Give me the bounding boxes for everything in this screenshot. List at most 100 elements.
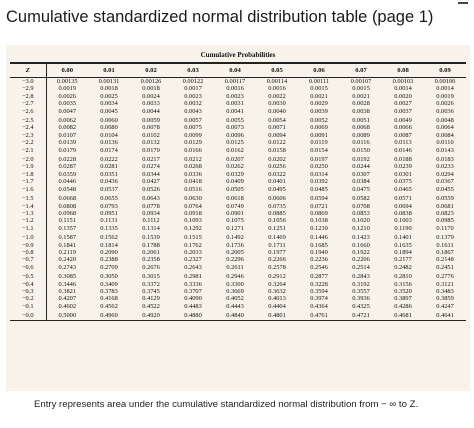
probability-cell: 0.1492 [226, 234, 244, 242]
probability-cell: 0.2743 [58, 263, 77, 271]
probability-cell: 0.0336 [184, 170, 202, 178]
probability-cell: 0.0154 [310, 146, 328, 154]
probability-cell: 0.0080 [100, 124, 118, 132]
probability-cell: 0.0030 [268, 100, 286, 108]
probability-cell: 0.0838 [394, 209, 412, 217]
probability-cell: 0.0287 [58, 163, 77, 171]
probability-cell: 0.0132 [142, 139, 160, 147]
z-value-cell: −1.6 [10, 185, 47, 194]
probability-cell: 0.0107 [58, 131, 77, 139]
probability-cell: 0.1685 [310, 241, 328, 249]
probability-cell: 0.3520 [394, 287, 412, 295]
probability-cell: 0.2061 [142, 248, 160, 256]
column-header: 0.08 [382, 63, 424, 78]
probability-cell: 0.2611 [226, 263, 244, 271]
z-value-cell: −1.4 [10, 202, 47, 210]
probability-cell: 0.0143 [436, 146, 454, 154]
probability-cell: 0.2810 [394, 273, 412, 281]
probability-cell: 0.0150 [352, 146, 370, 154]
probability-cell: 0.0643 [142, 195, 160, 203]
probability-cell: 0.0228 [58, 156, 77, 164]
table-row: −0.4 0.3446 0.3409 0.3372 0.3336 0.3300 0.3264… [10, 280, 466, 288]
probability-cell: 0.4522 [142, 302, 160, 310]
table-row: −2.1 0.0179 0.0174 0.0170 0.0166 0.0162 0.0158… [10, 146, 466, 155]
z-table: Z 0.00 0.01 0.02 0.03 0.04 0.05 0.06 0.07 0.08 0.… [10, 63, 466, 321]
probability-cell: 0.0069 [310, 124, 328, 132]
probability-cell: 0.0099 [184, 131, 202, 139]
probability-cell: 0.3050 [100, 273, 118, 281]
probability-cell: 0.0901 [226, 209, 244, 217]
probability-cell: 0.0559 [436, 195, 454, 203]
probability-cell: 0.3936 [352, 295, 370, 303]
probability-cell: 0.4641 [424, 310, 466, 321]
probability-cell: 0.3821 [58, 287, 77, 295]
probability-cell: 0.0024 [142, 92, 160, 100]
probability-cell: 0.0045 [100, 107, 118, 115]
probability-cell: 0.0934 [142, 209, 160, 217]
probability-cell: 0.3015 [142, 273, 160, 281]
probability-cell: 0.0885 [268, 209, 286, 217]
probability-cell: 0.0066 [394, 124, 412, 132]
probability-cell: 0.0087 [394, 131, 412, 139]
probability-cell: 0.1190 [394, 224, 412, 232]
column-header: 0.02 [130, 63, 172, 78]
probability-cell: 0.3897 [394, 295, 412, 303]
probability-cell: 0.00117 [224, 78, 246, 85]
probability-cell: 0.0630 [184, 195, 202, 203]
probability-cell: 0.0516 [184, 185, 202, 193]
probability-cell: 0.0475 [352, 185, 370, 193]
probability-cell: 0.1867 [436, 248, 454, 256]
probability-cell: 0.1788 [142, 241, 160, 249]
z-value-cell: −0.4 [10, 280, 47, 288]
probability-cell: 0.0158 [268, 146, 286, 154]
probability-cell: 0.1020 [352, 217, 370, 225]
z-value-cell: −0.9 [10, 241, 47, 249]
probability-cell: 0.3745 [142, 287, 160, 295]
z-value-cell: −0.7 [10, 256, 47, 264]
probability-cell: 0.0384 [352, 178, 370, 186]
probability-cell: 0.1271 [226, 224, 244, 232]
probability-cell: 0.00107 [350, 78, 372, 85]
table-row: −2.7 0.0035 0.0034 0.0033 0.0032 0.0031 0.0030… [10, 100, 466, 108]
probability-cell: 0.0918 [184, 209, 202, 217]
table-row: −2.5 0.0062 0.0060 0.0059 0.0057 0.0055 0.0054… [10, 115, 466, 125]
probability-cell: 0.0301 [394, 170, 412, 178]
column-header: 0.01 [88, 63, 130, 78]
table-row: −0.2 0.4207 0.4168 0.4129 0.4090 0.4052 0.4013… [10, 295, 466, 303]
probability-cell: 0.2514 [352, 263, 370, 271]
probability-cell: 0.0281 [100, 163, 118, 171]
probability-cell: 0.0307 [352, 170, 370, 178]
probability-cell: 0.0188 [394, 156, 412, 164]
probability-cell: 0.3085 [58, 273, 77, 281]
probability-cell: 0.3409 [100, 280, 118, 288]
probability-cell: 0.0526 [142, 185, 160, 193]
probability-cell: 0.2912 [268, 273, 286, 281]
probability-cell: 0.0104 [100, 131, 118, 139]
probability-cell: 0.0091 [310, 131, 328, 139]
table-row: −0.7 0.2420 0.2388 0.2358 0.2327 0.2296 0.2266… [10, 256, 466, 264]
probability-cell: 0.0239 [394, 163, 412, 171]
probability-cell: 0.2033 [184, 248, 202, 256]
probability-cell: 0.3336 [184, 280, 202, 288]
probability-cell: 0.2420 [58, 256, 77, 264]
probability-cell: 0.0262 [226, 163, 244, 171]
corner-mark [458, 2, 468, 4]
probability-cell: 0.0166 [184, 146, 202, 154]
probability-cell: 0.1539 [142, 234, 160, 242]
z-value-cell: −2.7 [10, 100, 47, 108]
probability-cell: 0.0853 [352, 209, 370, 217]
table-row: −1.1 0.1357 0.1335 0.1314 0.1292 0.1271 0.1251… [10, 224, 466, 233]
probability-cell: 0.3859 [436, 295, 454, 303]
probability-cell: 0.0015 [352, 85, 370, 93]
probability-cell: 0.0427 [142, 178, 160, 186]
probability-cell: 0.0375 [394, 178, 412, 186]
column-header: 0.07 [340, 63, 382, 78]
probability-cell: 0.0016 [268, 85, 286, 93]
z-value-cell: −1.9 [10, 163, 47, 171]
probability-cell: 0.0749 [226, 202, 244, 210]
column-header: 0.06 [298, 63, 340, 78]
probability-cell: 0.3300 [226, 280, 244, 288]
probability-cell: 0.0035 [58, 100, 77, 108]
table-frame: Cumulative Probabilities Z 0.00 0.01 0.02 0… [10, 49, 466, 387]
z-value-cell: −0.6 [10, 263, 47, 272]
